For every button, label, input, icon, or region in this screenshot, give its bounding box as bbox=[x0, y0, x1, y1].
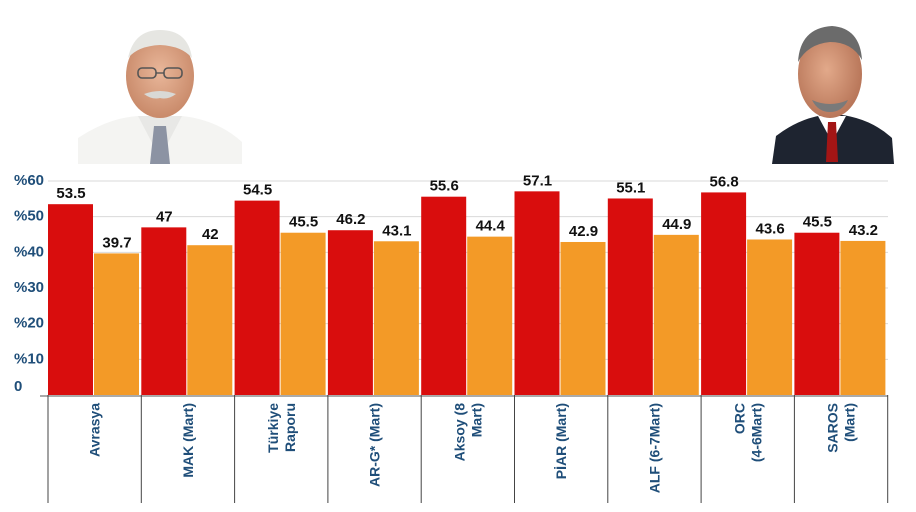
category-label: ORC (4-6Mart) bbox=[731, 403, 764, 462]
data-label: 43.2 bbox=[849, 222, 878, 239]
y-tick-label: %10 bbox=[14, 350, 44, 367]
data-label: 55.6 bbox=[430, 178, 459, 195]
data-label: 46.2 bbox=[336, 211, 365, 228]
data-label: 53.5 bbox=[56, 185, 85, 202]
bar bbox=[514, 191, 560, 395]
category-label: Türkiye Raporu bbox=[265, 403, 298, 453]
data-label: 43.6 bbox=[755, 220, 784, 237]
data-label: 42.9 bbox=[569, 223, 598, 240]
category-label-line: SAROS bbox=[825, 403, 841, 453]
category-label-line: Raporu bbox=[282, 403, 298, 452]
category-label: SAROS (Mart) bbox=[825, 403, 858, 453]
data-label: 44.4 bbox=[476, 218, 506, 235]
y-tick-label: %30 bbox=[14, 279, 44, 296]
portrait-right bbox=[772, 12, 894, 164]
data-label: 43.1 bbox=[382, 222, 411, 239]
bar bbox=[653, 234, 699, 395]
category-label-line: Türkiye bbox=[265, 403, 281, 453]
category-label-line: ALF (6-7Mart) bbox=[646, 403, 662, 493]
bar bbox=[187, 245, 233, 395]
bar bbox=[327, 230, 373, 395]
bar bbox=[747, 239, 793, 395]
category-label-line: Avrasya bbox=[87, 403, 103, 457]
data-label: 45.5 bbox=[803, 214, 832, 231]
y-tick-label: %20 bbox=[14, 315, 44, 332]
y-tick-label: %40 bbox=[14, 243, 44, 260]
category-label-line: Aksoy (8 bbox=[451, 403, 467, 462]
bar bbox=[794, 232, 840, 395]
category-label: Aksoy (8 Mart) bbox=[451, 403, 484, 462]
y-tick-label: %50 bbox=[14, 208, 44, 225]
category-label-line: MAK (Mart) bbox=[180, 403, 196, 478]
data-label: 47 bbox=[156, 208, 173, 225]
data-label: 55.1 bbox=[616, 179, 645, 196]
data-label: 54.5 bbox=[243, 182, 272, 199]
data-label: 45.5 bbox=[289, 214, 318, 231]
data-label: 39.7 bbox=[102, 234, 131, 251]
category-label-line: AR-G* (Mart) bbox=[367, 403, 383, 487]
bar bbox=[373, 241, 419, 395]
category-label-line: Mart) bbox=[468, 403, 484, 437]
category-label-line: (Mart) bbox=[842, 403, 858, 442]
bar bbox=[94, 253, 139, 395]
category-label-line: PİAR (Mart) bbox=[553, 403, 569, 479]
bar bbox=[607, 198, 653, 395]
bar bbox=[467, 236, 513, 395]
data-label: 56.8 bbox=[709, 173, 738, 190]
portrait-left bbox=[78, 30, 242, 164]
bar bbox=[48, 204, 93, 395]
category-label: AR-G* (Mart) bbox=[367, 403, 383, 487]
category-label: ALF (6-7Mart) bbox=[646, 403, 662, 493]
category-label-line: ORC bbox=[731, 403, 747, 434]
bar bbox=[840, 240, 886, 395]
y-tick-label: %60 bbox=[14, 172, 44, 189]
data-label: 44.9 bbox=[662, 216, 691, 233]
y-tick-label: 0 bbox=[14, 378, 22, 395]
bar bbox=[560, 241, 606, 395]
category-label: Avrasya bbox=[87, 403, 103, 457]
data-label: 42 bbox=[202, 226, 219, 243]
data-label: 57.1 bbox=[523, 172, 552, 189]
category-label: MAK (Mart) bbox=[180, 403, 196, 478]
bar bbox=[141, 227, 187, 395]
bar bbox=[701, 192, 747, 395]
bar bbox=[234, 200, 280, 395]
category-label: PİAR (Mart) bbox=[553, 403, 569, 479]
category-label-line: (4-6Mart) bbox=[748, 403, 764, 462]
bar bbox=[280, 232, 326, 395]
bar bbox=[421, 196, 467, 395]
